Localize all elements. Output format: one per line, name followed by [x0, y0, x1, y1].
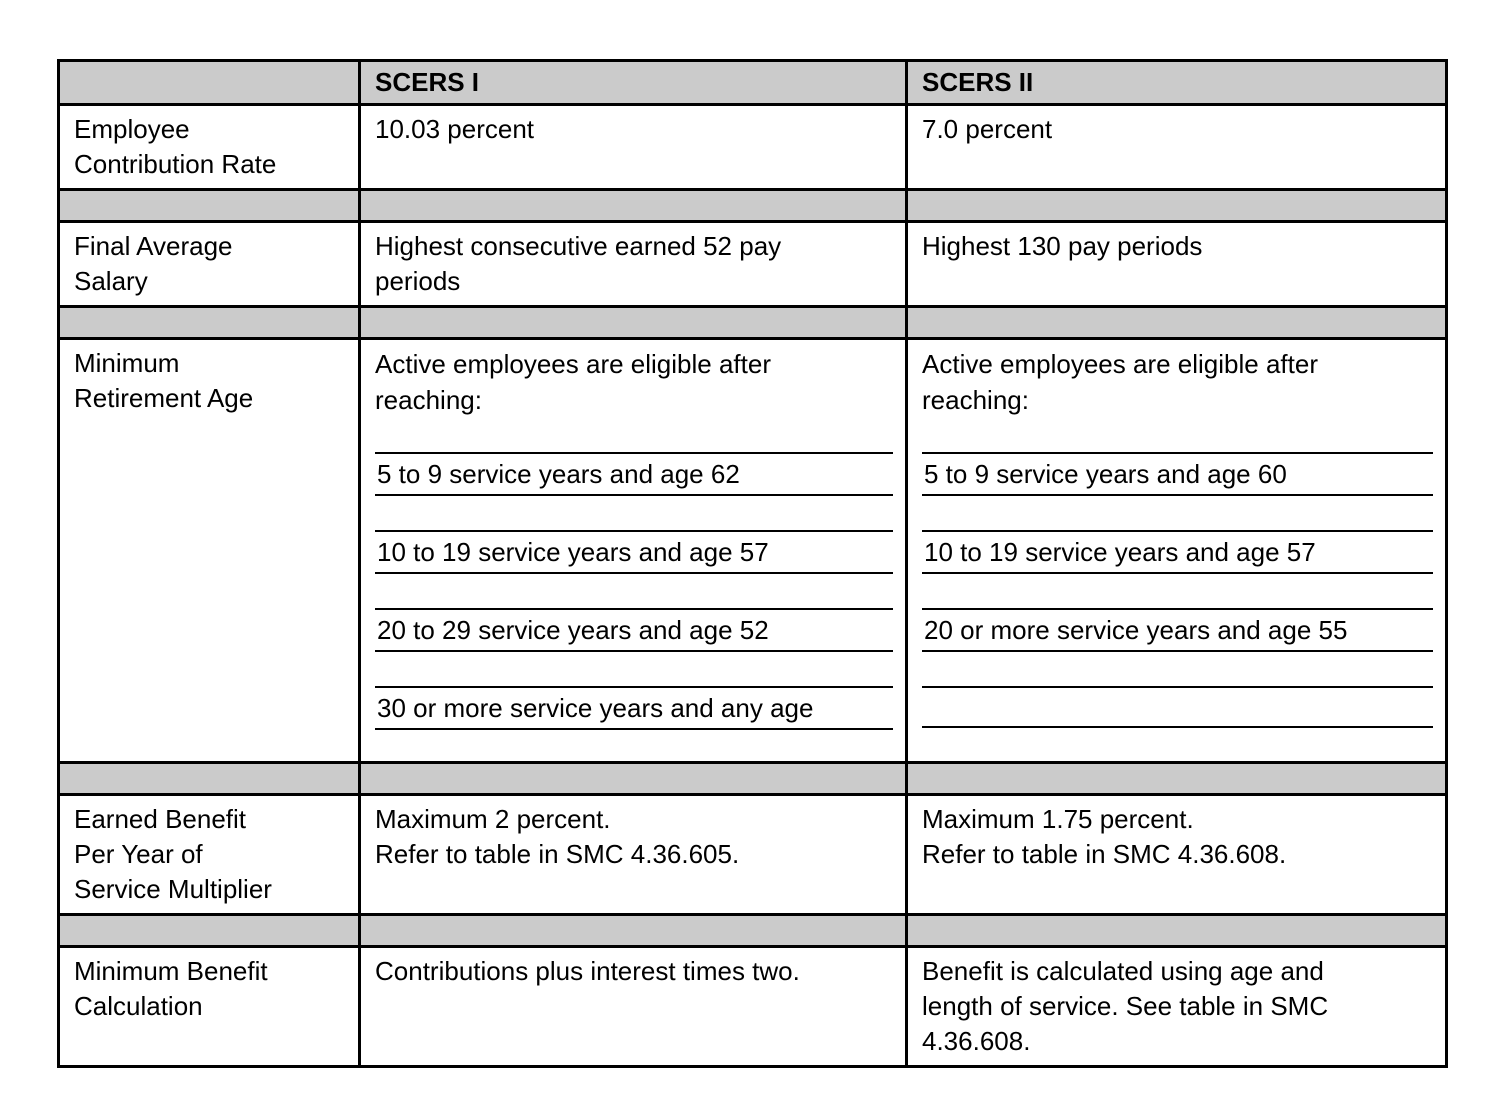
benefits-comparison-table: SCERS I SCERS II Employee Contribution R… [57, 59, 1448, 1068]
cell-employee-contribution-rate-scers2: 7.0 percent [905, 103, 1448, 191]
cell-earned-benefit-multiplier-scers2: Maximum 1.75 percent. Refer to table in … [905, 793, 1448, 916]
spacer-row [57, 188, 1448, 223]
cell-earned-benefit-multiplier-scers1: Maximum 2 percent. Refer to table in SMC… [358, 793, 908, 916]
retirement-item: 20 to 29 service years and age 52 [375, 608, 893, 652]
spacer-row [57, 305, 1448, 340]
retirement-item: 5 to 9 service years and age 60 [922, 452, 1433, 496]
retirement-intro-scers2: Active employees are eligible after reac… [922, 349, 1318, 415]
column-header-scers2: SCERS II [905, 59, 1448, 106]
cell-employee-contribution-rate-scers1: 10.03 percent [358, 103, 908, 191]
row-earned-benefit-multiplier: Earned Benefit Per Year of Service Multi… [57, 793, 1448, 916]
retirement-item: 5 to 9 service years and age 62 [375, 452, 893, 496]
cell-minimum-retirement-age-scers2: Active employees are eligible after reac… [905, 337, 1448, 764]
column-header-scers1: SCERS I [358, 59, 908, 106]
row-minimum-retirement-age: Minimum Retirement Age Active employees … [57, 337, 1448, 764]
retirement-item: 30 or more service years and any age [375, 686, 893, 730]
retirement-item-empty [922, 686, 1433, 728]
row-label-earned-benefit-multiplier: Earned Benefit Per Year of Service Multi… [57, 793, 361, 916]
table-header-row: SCERS I SCERS II [57, 59, 1448, 106]
row-minimum-benefit-calculation: Minimum Benefit Calculation Contribution… [57, 945, 1448, 1068]
cell-minimum-retirement-age-scers1: Active employees are eligible after reac… [358, 337, 908, 764]
spacer-row [57, 761, 1448, 796]
row-final-average-salary: Final Average Salary Highest consecutive… [57, 220, 1448, 308]
row-label-final-average-salary: Final Average Salary [57, 220, 361, 308]
row-employee-contribution-rate: Employee Contribution Rate 10.03 percent… [57, 103, 1448, 191]
row-label-employee-contribution-rate: Employee Contribution Rate [57, 103, 361, 191]
spacer-row [57, 913, 1448, 948]
retirement-intro-scers1: Active employees are eligible after reac… [375, 349, 771, 415]
retirement-item: 10 to 19 service years and age 57 [375, 530, 893, 574]
cell-minimum-benefit-calculation-scers2: Benefit is calculated using age and leng… [905, 945, 1448, 1068]
retirement-item: 20 or more service years and age 55 [922, 608, 1433, 652]
cell-final-average-salary-scers2: Highest 130 pay periods [905, 220, 1448, 308]
cell-final-average-salary-scers1: Highest consecutive earned 52 pay period… [358, 220, 908, 308]
retirement-item: 10 to 19 service years and age 57 [922, 530, 1433, 574]
cell-minimum-benefit-calculation-scers1: Contributions plus interest times two. [358, 945, 908, 1068]
row-label-minimum-benefit-calculation: Minimum Benefit Calculation [57, 945, 361, 1068]
row-label-minimum-retirement-age: Minimum Retirement Age [57, 337, 361, 764]
header-empty-cell [57, 59, 361, 106]
